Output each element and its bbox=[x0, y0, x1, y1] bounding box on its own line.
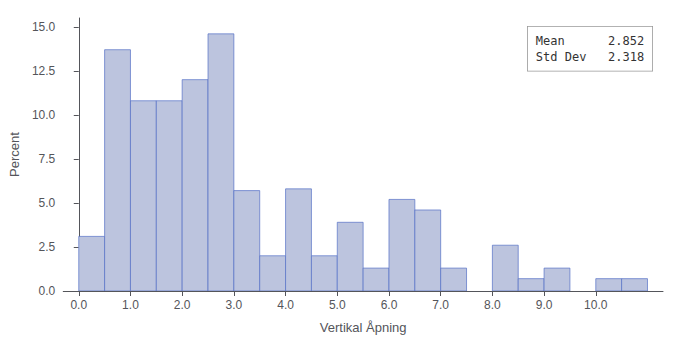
svg-text:7.0: 7.0 bbox=[432, 298, 449, 312]
svg-text:Mean 2.852: Mean 2.852 bbox=[536, 34, 644, 48]
svg-text:Std Dev 2.318: Std Dev 2.318 bbox=[536, 50, 644, 64]
svg-text:15.0: 15.0 bbox=[32, 20, 56, 34]
svg-text:2.0: 2.0 bbox=[174, 298, 191, 312]
svg-text:10.0: 10.0 bbox=[32, 108, 56, 122]
svg-text:2.5: 2.5 bbox=[39, 240, 56, 254]
svg-text:0.0: 0.0 bbox=[70, 298, 87, 312]
svg-text:Vertikal Åpning: Vertikal Åpning bbox=[320, 320, 407, 335]
svg-text:7.5: 7.5 bbox=[39, 152, 56, 166]
svg-text:10.0: 10.0 bbox=[584, 298, 608, 312]
svg-text:Percent: Percent bbox=[7, 132, 22, 177]
svg-text:0.0: 0.0 bbox=[39, 284, 56, 298]
svg-text:1.0: 1.0 bbox=[122, 298, 139, 312]
svg-text:9.0: 9.0 bbox=[536, 298, 553, 312]
svg-text:6.0: 6.0 bbox=[381, 298, 398, 312]
svg-text:12.5: 12.5 bbox=[32, 64, 56, 78]
svg-text:4.0: 4.0 bbox=[277, 298, 294, 312]
svg-text:5.0: 5.0 bbox=[329, 298, 346, 312]
svg-text:3.0: 3.0 bbox=[226, 298, 243, 312]
svg-text:5.0: 5.0 bbox=[39, 196, 56, 210]
svg-text:8.0: 8.0 bbox=[484, 298, 501, 312]
